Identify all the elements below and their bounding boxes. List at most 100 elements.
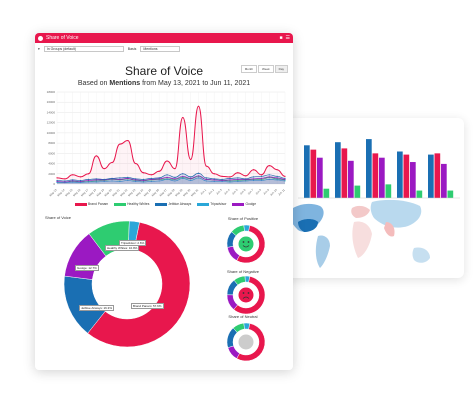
chart-subtitle: Based on Mentions from May 13, 2021 to J… [35,80,293,87]
y-tick-label: 16000 [47,100,56,104]
legend-swatch [75,202,87,206]
data-point [284,180,286,182]
y-tick-label: 14000 [47,110,56,114]
x-tick-label: Jun 1 [199,188,207,196]
data-point [174,176,176,178]
bar [410,162,416,198]
data-point [252,179,255,182]
bar [354,185,361,198]
data-point [56,180,58,183]
data-point [142,172,145,174]
data-point [127,139,129,142]
range-week-button[interactable]: Week [258,65,274,73]
neutral-slice-goolge [227,345,240,359]
filter-bar: ▾ In Groups (default) Basis Mentions [35,43,293,55]
data-point [150,177,152,179]
x-tick-label: May 26 [151,188,161,198]
data-point [197,177,200,179]
positive-face-icon [237,235,255,253]
dropdown-arrow-icon[interactable]: ▾ [38,47,40,51]
donut-tag-healthy-whites: Healthy Whites: 10.9% [105,245,140,251]
series-area [57,106,285,184]
data-point [174,168,176,170]
bar [335,142,341,198]
legend-swatch [155,202,168,206]
bar [310,149,317,198]
bar [366,139,372,198]
data-point [56,181,58,184]
data-point [197,105,200,107]
data-point [79,176,82,178]
data-point [166,178,168,180]
data-point [64,180,66,182]
x-tick-label: May 24 [135,188,145,198]
data-point [56,177,58,179]
x-tick-label: May 17 [80,188,90,198]
data-point [229,177,231,179]
data-point [56,179,58,182]
data-point [252,176,255,178]
legend-label: Goolge [245,202,257,206]
range-month-button[interactable]: Month [240,65,258,73]
data-point [284,175,286,177]
series-line-tripadvisor [57,177,286,183]
data-point [87,181,90,183]
data-point [150,178,152,180]
chart-legend: Brand Panam Healthy Whites Jetblue Airwa… [75,202,256,206]
negative-slice-tripadvisor [244,275,251,283]
x-tick-label: May 23 [127,188,137,198]
lock-icon[interactable]: ■ [279,35,283,41]
neutral-face-icon [237,333,255,351]
legend-label: Brand Panam [88,202,109,206]
bar [317,157,323,198]
x-tick-label: May 14 [56,188,66,198]
data-point [245,178,247,180]
share-of-positive-label: Share of Positive [227,216,259,221]
donut-tag-brand-panam: Brand Panam: 57.6% [131,303,164,309]
data-point [190,176,192,178]
positive-slice-tripadvisor [243,224,251,232]
world-map [289,199,430,268]
map-usa [298,219,318,232]
line-chart: 18000 16000 14000 12000 10000 8000 6000 4000 200… [47,90,286,198]
neutral-slice-tripadvisor [243,322,251,330]
data-point [260,175,263,177]
share-of-negative-label: Share of Negative [226,269,260,274]
x-tick-label: May 15 [64,188,74,198]
y-tick-label: 18000 [47,90,56,94]
data-point [237,172,239,174]
x-tick-label: Jun 8 [254,188,262,196]
legend-item[interactable]: Brand Panam [75,202,108,206]
legend-item[interactable]: Jetblue Airways [155,202,191,206]
data-point [260,177,263,179]
face-circle [237,333,255,351]
data-point [72,180,74,182]
x-tick-label: May 19 [96,188,106,198]
bar-and-map-svg [289,139,460,268]
group-select[interactable]: In Groups (default) [43,46,124,52]
series-line-goolge [56,175,286,183]
legend-swatch [197,202,210,206]
data-point [182,177,184,179]
data-point [64,178,66,180]
x-tick-label: Jun 5 [231,188,239,196]
legend-item[interactable]: Tripadvisor [197,202,226,206]
data-point [174,178,176,180]
data-point [87,178,90,180]
legend-label: Tripadvisor [210,202,227,206]
x-tick-label: May 30 [182,188,192,198]
x-tick-label: May 16 [72,188,82,198]
x-tick-label: May 21 [111,188,121,198]
data-point [127,177,129,179]
menu-icon[interactable]: ☰ [285,35,290,41]
y-tick-label: 0 [53,182,55,186]
data-point [158,180,160,182]
legend-item[interactable]: Healthy Whites [114,202,149,206]
basis-select[interactable]: Mentions [140,46,181,52]
map-africa [352,221,372,258]
range-day-button[interactable]: Day [274,65,288,73]
window-title: Share of Voice [46,35,79,41]
data-point [221,180,223,183]
legend-item[interactable]: Goolge [232,202,256,206]
data-point [276,178,278,180]
